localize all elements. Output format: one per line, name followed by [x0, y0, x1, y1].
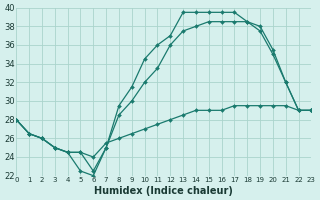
X-axis label: Humidex (Indice chaleur): Humidex (Indice chaleur): [94, 186, 233, 196]
